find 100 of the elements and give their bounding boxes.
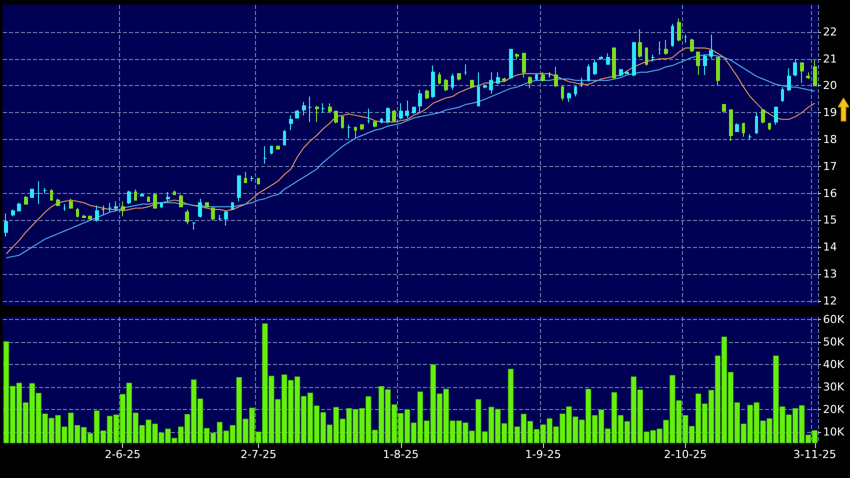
candlestick xyxy=(477,72,480,106)
candlestick xyxy=(82,214,86,218)
candlestick xyxy=(63,204,66,212)
candlestick xyxy=(522,52,526,78)
candlestick xyxy=(664,39,668,56)
candlestick xyxy=(483,84,487,89)
y-tick-label: 20K xyxy=(823,402,845,416)
candlestick xyxy=(198,198,202,218)
candlestick xyxy=(541,72,545,82)
candlestick xyxy=(328,102,332,114)
candlestick xyxy=(4,213,8,237)
candlestick xyxy=(373,120,377,128)
candlestick xyxy=(651,54,655,62)
candlestick xyxy=(496,72,500,85)
y-tick-label: 18 xyxy=(823,133,837,146)
candlestick xyxy=(502,77,506,82)
candlestick xyxy=(121,200,125,217)
candlestick xyxy=(50,188,53,201)
candlestick xyxy=(625,70,629,74)
candlestick xyxy=(367,108,370,124)
candlestick xyxy=(386,106,390,124)
candlestick xyxy=(263,146,267,164)
candlestick xyxy=(192,222,196,230)
candlestick xyxy=(211,208,215,221)
candlestick xyxy=(405,100,409,119)
candlestick xyxy=(709,34,713,60)
y-tick-label: 15 xyxy=(823,214,837,227)
candlestick xyxy=(11,208,15,217)
candlestick xyxy=(360,124,364,131)
candlestick xyxy=(147,196,150,202)
candlestick xyxy=(257,178,260,184)
candlestick xyxy=(561,85,564,102)
candlestick xyxy=(179,194,183,208)
y-tick-label: 10K xyxy=(823,425,845,438)
candlestick xyxy=(768,122,771,131)
candlestick xyxy=(17,202,21,212)
candlestick xyxy=(392,109,396,123)
candlestick xyxy=(76,208,79,218)
candlestick xyxy=(153,192,157,209)
candlestick xyxy=(793,58,797,77)
candlestick xyxy=(612,48,616,80)
candlestick xyxy=(114,200,118,212)
candlestick xyxy=(276,146,280,150)
candlestick xyxy=(470,80,474,89)
candlestick xyxy=(587,64,590,82)
y-tick-label: 22 xyxy=(823,25,837,38)
candlestick xyxy=(677,18,681,42)
candlestick xyxy=(813,60,817,86)
candlestick xyxy=(399,102,403,120)
y-tick-label: 30K xyxy=(823,380,845,394)
candlestick xyxy=(638,28,642,58)
candlestick xyxy=(515,52,519,60)
candlestick xyxy=(244,171,247,184)
candlestick xyxy=(619,69,623,77)
y-tick-label: 17 xyxy=(823,160,837,173)
candlestick xyxy=(69,198,73,209)
candlestick xyxy=(341,116,344,130)
candlestick xyxy=(742,122,745,138)
x-tick-label: 3-11-25 xyxy=(793,448,836,461)
candlestick xyxy=(56,198,60,206)
y-tick-label: 60K xyxy=(823,312,845,326)
candlestick xyxy=(231,202,234,210)
candlestick xyxy=(489,72,493,94)
candlestick xyxy=(24,196,28,205)
candlestick xyxy=(334,110,338,124)
candlestick xyxy=(658,40,661,56)
candlestick xyxy=(593,60,597,76)
candlestick xyxy=(800,62,804,84)
candlestick xyxy=(295,109,299,119)
candlestick xyxy=(464,64,467,76)
x-tick-label: 1-8-25 xyxy=(382,448,419,461)
candlestick xyxy=(224,210,228,226)
candlestick xyxy=(748,134,752,140)
y-tick-label: 21 xyxy=(823,52,837,66)
candlestick xyxy=(806,72,810,80)
candlestick xyxy=(574,85,577,97)
x-tick-label: 2-7-25 xyxy=(240,448,276,461)
candlestick xyxy=(606,52,610,65)
candlestick xyxy=(166,191,170,202)
y-tick-label: 12 xyxy=(823,294,837,308)
candlestick xyxy=(412,106,416,114)
candlestick xyxy=(205,202,209,208)
candlestick xyxy=(289,114,293,131)
x-tick-label: 1-9-25 xyxy=(525,448,562,461)
candlestick xyxy=(645,48,648,66)
candlestick xyxy=(380,118,383,124)
candlestick xyxy=(218,214,222,221)
candlestick xyxy=(755,112,758,135)
candlestick xyxy=(308,96,312,123)
candlestick xyxy=(528,76,532,89)
candlestick xyxy=(173,190,176,196)
candlestick xyxy=(425,89,429,100)
candlestick xyxy=(457,73,461,81)
candlestick xyxy=(88,216,92,221)
candlestick xyxy=(347,124,351,139)
y-tick-label: 13 xyxy=(823,268,837,281)
candlestick xyxy=(37,180,40,205)
y-tick-label: 40K xyxy=(823,358,845,371)
candlestick xyxy=(444,78,448,92)
candlestick xyxy=(354,126,357,139)
